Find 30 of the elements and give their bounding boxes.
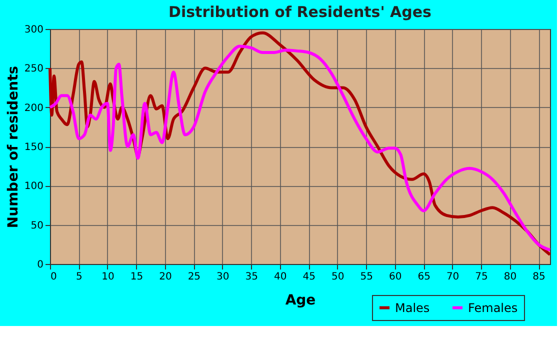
x-tick-label: 75 <box>475 272 488 282</box>
x-tick-label: 40 <box>274 272 287 282</box>
x-tick-label: 55 <box>360 272 373 282</box>
x-tick-label: 35 <box>245 272 258 282</box>
x-tick-label: 30 <box>216 272 230 282</box>
x-tick-label: 80 <box>504 272 517 282</box>
y-tick-label: 300 <box>24 24 44 36</box>
x-tick-label: 10 <box>102 272 114 282</box>
x-tick-label: 25 <box>188 272 201 282</box>
x-tick-label: 5 <box>76 272 82 282</box>
y-tick-label: 250 <box>24 64 44 75</box>
legend-label: Females <box>468 300 518 315</box>
x-tick-label: 85 <box>532 272 546 282</box>
x-tick-label: 20 <box>159 272 172 282</box>
chart-title: Distribution of Residents' Ages <box>168 3 432 21</box>
y-tick-label: 100 <box>24 181 44 192</box>
legend-label: Males <box>395 300 430 315</box>
y-tick-label: 50 <box>30 220 44 232</box>
x-tick-label: 65 <box>418 272 430 282</box>
y-axis-title: Number of residents <box>5 66 22 228</box>
x-tick-label: 50 <box>331 272 344 282</box>
x-axis-title: Age <box>285 292 316 308</box>
x-tick-label: 45 <box>302 272 316 282</box>
x-tick-label: 15 <box>130 272 144 282</box>
x-tick-label: 70 <box>446 272 460 282</box>
x-tick-label: 0 <box>50 272 57 282</box>
y-tick-label: 0 <box>37 260 44 270</box>
y-tick-label: 200 <box>24 102 44 114</box>
y-tick-label: 150 <box>24 142 44 153</box>
x-tick-label: 60 <box>388 272 402 282</box>
